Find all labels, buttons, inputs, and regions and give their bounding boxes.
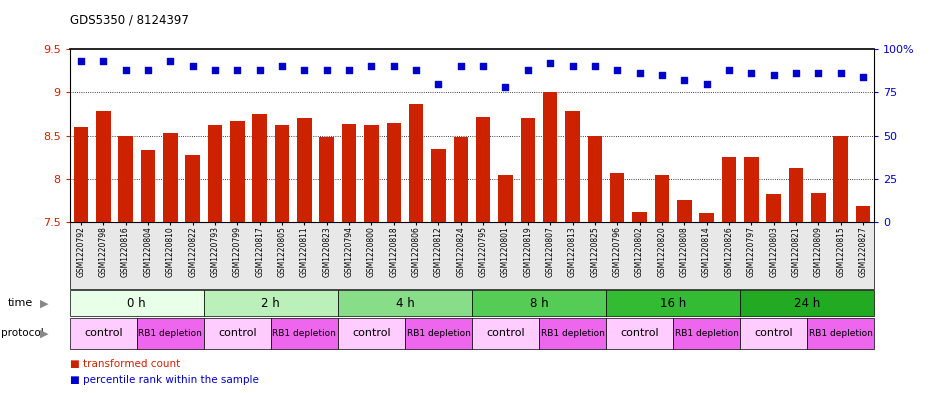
Point <box>408 67 423 73</box>
Point <box>185 63 200 70</box>
Bar <box>207 125 222 222</box>
Point <box>632 70 647 77</box>
Point <box>140 67 155 73</box>
Point <box>230 67 245 73</box>
Bar <box>722 157 737 222</box>
Point <box>498 84 513 90</box>
Bar <box>140 150 155 222</box>
Point <box>766 72 781 78</box>
Bar <box>655 175 670 222</box>
Text: RB1 depletion: RB1 depletion <box>674 329 738 338</box>
Bar <box>476 117 490 222</box>
Bar <box>163 133 178 222</box>
Bar <box>73 127 88 222</box>
Point <box>341 67 356 73</box>
Bar <box>320 137 334 222</box>
Point <box>588 63 603 70</box>
Point <box>297 67 312 73</box>
Point <box>833 70 848 77</box>
Text: ▶: ▶ <box>40 298 48 308</box>
Point <box>163 58 178 64</box>
Point <box>319 67 334 73</box>
Point <box>722 67 737 73</box>
Bar <box>387 123 401 222</box>
Bar <box>588 136 602 222</box>
Text: RB1 depletion: RB1 depletion <box>272 329 337 338</box>
Point <box>118 67 133 73</box>
Bar <box>274 125 289 222</box>
Point <box>431 81 445 87</box>
Text: GDS5350 / 8124397: GDS5350 / 8124397 <box>70 14 189 27</box>
Bar <box>498 175 512 222</box>
Point <box>543 60 558 66</box>
Bar <box>744 157 759 222</box>
Point <box>73 58 88 64</box>
Text: control: control <box>754 328 793 338</box>
Bar <box>833 136 848 222</box>
Point <box>699 81 714 87</box>
Bar <box>543 92 557 222</box>
Point <box>96 58 111 64</box>
Text: control: control <box>84 328 123 338</box>
Bar <box>454 137 468 222</box>
Text: 2 h: 2 h <box>261 297 280 310</box>
Bar <box>565 111 579 222</box>
Bar <box>342 124 356 222</box>
Text: RB1 depletion: RB1 depletion <box>809 329 872 338</box>
Bar <box>610 173 624 222</box>
Text: 24 h: 24 h <box>794 297 820 310</box>
Point <box>476 63 491 70</box>
Bar <box>699 213 714 222</box>
Text: ■ percentile rank within the sample: ■ percentile rank within the sample <box>70 375 259 386</box>
Text: 0 h: 0 h <box>127 297 146 310</box>
Point <box>655 72 670 78</box>
Text: ■ transformed count: ■ transformed count <box>70 358 180 369</box>
Text: RB1 depletion: RB1 depletion <box>139 329 202 338</box>
Bar <box>789 169 804 222</box>
Bar <box>297 118 312 222</box>
Text: RB1 depletion: RB1 depletion <box>406 329 471 338</box>
Point <box>565 63 580 70</box>
Point <box>364 63 379 70</box>
Bar <box>252 114 267 222</box>
Bar <box>766 193 781 222</box>
Text: 4 h: 4 h <box>395 297 414 310</box>
Text: protocol: protocol <box>1 328 44 338</box>
Bar <box>811 193 826 222</box>
Bar <box>230 121 245 222</box>
Point <box>610 67 625 73</box>
Point <box>677 77 692 83</box>
Point <box>856 73 870 80</box>
Point <box>811 70 826 77</box>
Point <box>207 67 222 73</box>
Bar <box>632 212 647 222</box>
Text: control: control <box>620 328 658 338</box>
Text: control: control <box>352 328 391 338</box>
Text: control: control <box>486 328 525 338</box>
Bar <box>118 136 133 222</box>
Point <box>453 63 468 70</box>
Text: time: time <box>7 298 33 308</box>
Bar <box>365 125 379 222</box>
Point <box>789 70 804 77</box>
Bar <box>185 154 200 222</box>
Text: control: control <box>218 328 257 338</box>
Bar <box>96 111 111 222</box>
Bar <box>432 149 445 222</box>
Bar <box>521 118 535 222</box>
Point <box>521 67 536 73</box>
Point <box>744 70 759 77</box>
Text: 8 h: 8 h <box>530 297 549 310</box>
Bar <box>677 200 692 222</box>
Point <box>386 63 401 70</box>
Point <box>274 63 289 70</box>
Text: ▶: ▶ <box>40 328 48 338</box>
Text: RB1 depletion: RB1 depletion <box>540 329 604 338</box>
Text: 16 h: 16 h <box>660 297 686 310</box>
Point <box>252 67 267 73</box>
Bar <box>409 105 423 222</box>
Bar <box>856 206 870 222</box>
